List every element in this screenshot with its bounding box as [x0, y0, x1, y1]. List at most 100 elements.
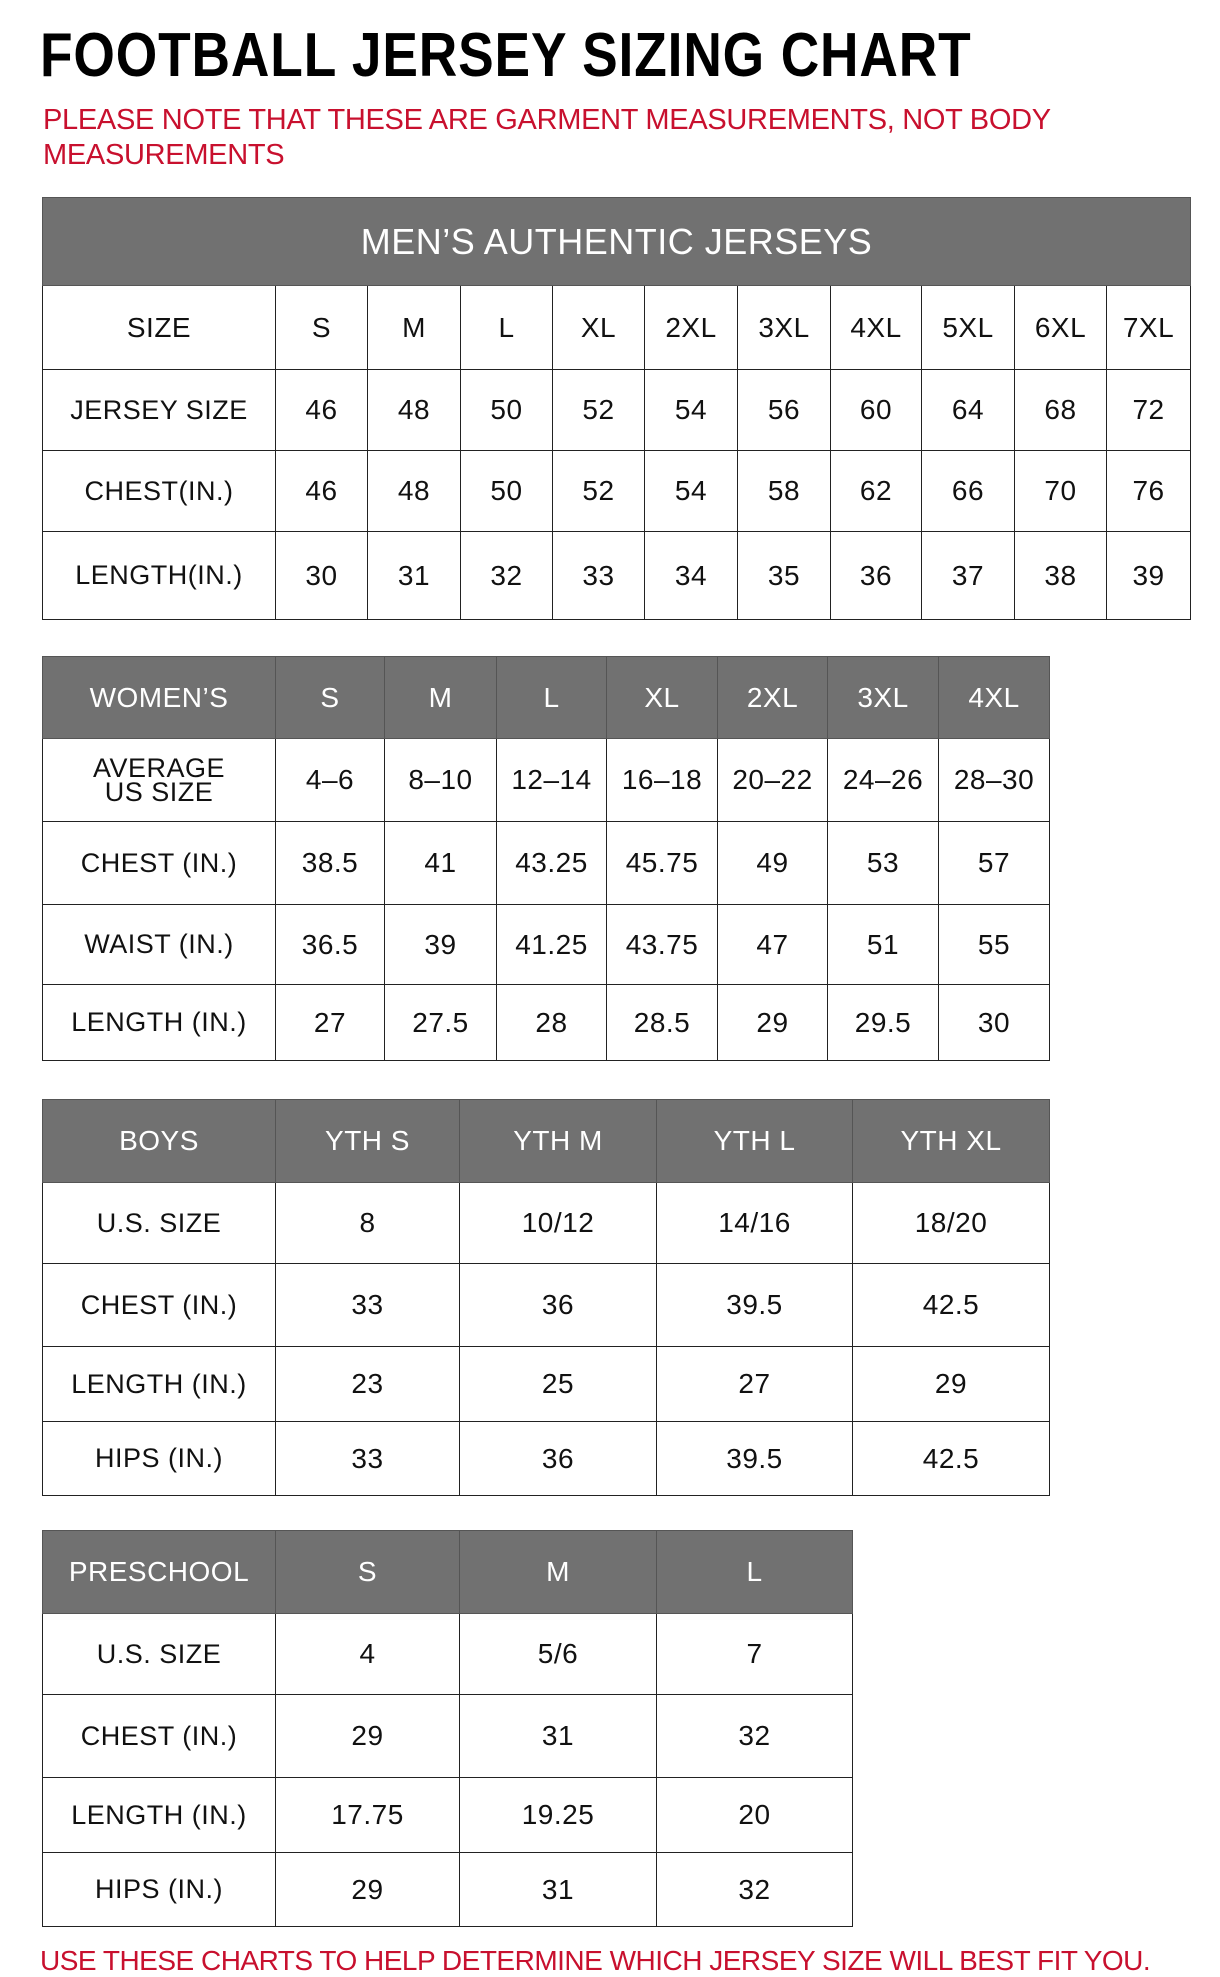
size-column-header: M: [367, 285, 461, 370]
measurement-cell: 52: [552, 369, 645, 451]
measurement-cell: 29: [852, 1346, 1050, 1422]
measurement-cell: 70: [1014, 450, 1107, 532]
measurement-cell: 32: [656, 1852, 853, 1927]
measurement-cell: 58: [737, 450, 831, 532]
size-column-header: M: [384, 656, 497, 739]
size-column-header: M: [459, 1530, 657, 1614]
table-row: CHEST(IN.) 46 48 50 52 54 58 62 66 70 76: [42, 450, 1192, 532]
measurement-cell: 38.5: [275, 821, 385, 905]
header-row: BOYS YTH S YTH M YTH L YTH XL: [42, 1099, 1050, 1183]
row-label: U.S. SIZE: [42, 1613, 276, 1695]
measurement-cell: 20–22: [717, 738, 828, 822]
header-row: WOMEN’S S M L XL 2XL 3XL 4XL: [42, 656, 1050, 739]
size-column-header: 5XL: [921, 285, 1015, 370]
measurement-cell: 32: [656, 1694, 853, 1778]
measurement-cell: 31: [367, 531, 461, 620]
measurement-cell: 31: [459, 1852, 657, 1927]
measurement-cell: 54: [644, 369, 738, 451]
table-row: LENGTH (IN.) 17.75 19.25 20: [42, 1777, 853, 1853]
measurement-cell: 41: [384, 821, 497, 905]
table-caption: MEN’S AUTHENTIC JERSEYS: [41, 197, 1192, 286]
row-label: HIPS (IN.): [42, 1852, 276, 1927]
measurement-cell: 27.5: [384, 984, 497, 1061]
measurement-cell: 32: [460, 531, 553, 620]
row-label-header: BOYS: [42, 1099, 276, 1183]
measurement-cell: 41.25: [496, 904, 607, 985]
measurement-cell: 36: [459, 1421, 657, 1496]
measurement-cell: 18/20: [852, 1182, 1050, 1264]
measurement-cell: 27: [656, 1346, 853, 1422]
measurement-cell: 39: [384, 904, 497, 985]
row-label-header: WOMEN’S: [42, 656, 276, 739]
size-column-header: S: [275, 1530, 460, 1614]
measurement-cell: 17.75: [275, 1777, 460, 1853]
table-row: LENGTH (IN.) 23 25 27 29: [42, 1346, 1050, 1422]
boys-size-table: BOYS YTH S YTH M YTH L YTH XL U.S. SIZE 8 10/12…: [42, 1099, 1050, 1496]
table-row: WAIST (IN.) 36.5 39 41.25 43.75 47 51 55: [42, 904, 1050, 985]
measurement-cell: 48: [367, 450, 461, 532]
measurement-cell: 10/12: [459, 1182, 657, 1264]
table-row: U.S. SIZE 4 5/6 7: [42, 1613, 853, 1695]
womens-size-table: WOMEN’S S M L XL 2XL 3XL 4XL AVERAGE US SIZE 4–6 8…: [42, 656, 1050, 1061]
row-label: WAIST (IN.): [42, 904, 276, 985]
size-column-header: 3XL: [827, 656, 939, 739]
table-row: CHEST (IN.) 29 31 32: [42, 1694, 853, 1778]
measurement-cell: 62: [830, 450, 922, 532]
measurement-cell: 57: [938, 821, 1050, 905]
row-label: JERSEY SIZE: [42, 369, 276, 451]
table-row: HIPS (IN.) 33 36 39.5 42.5: [42, 1421, 1050, 1496]
measurement-cell: 38: [1014, 531, 1107, 620]
footer-note: USE THESE CHARTS TO HELP DETERMINE WHICH…: [40, 1945, 1151, 1976]
measurement-cell: 23: [275, 1346, 460, 1422]
size-column-header: 4XL: [830, 285, 922, 370]
row-label: LENGTH (IN.): [42, 1777, 276, 1853]
measurement-cell: 25: [459, 1346, 657, 1422]
preschool-size-table: PRESCHOOL S M L U.S. SIZE 4 5/6 7 CHEST (IN.) 29 3…: [42, 1530, 853, 1927]
measurement-cell: 51: [827, 904, 939, 985]
measurement-cell: 33: [275, 1421, 460, 1496]
measurement-cell: 8: [275, 1182, 460, 1264]
measurement-cell: 35: [737, 531, 831, 620]
measurement-cell: 8–10: [384, 738, 497, 822]
measurement-cell: 14/16: [656, 1182, 853, 1264]
row-label-header: SIZE: [42, 285, 276, 370]
size-column-header: L: [496, 656, 607, 739]
measurement-cell: 29: [717, 984, 828, 1061]
table-row: JERSEY SIZE 46 48 50 52 54 56 60 64 68 72: [42, 369, 1192, 451]
size-column-header: YTH L: [656, 1099, 853, 1183]
measurement-cell: 28.5: [606, 984, 718, 1061]
garment-note: PLEASE NOTE THAT THESE ARE GARMENT MEASU…: [43, 104, 1051, 171]
measurement-cell: 43.75: [606, 904, 718, 985]
measurement-cell: 47: [717, 904, 828, 985]
table-row: AVERAGE US SIZE 4–6 8–10 12–14 16–18 20–22 24–…: [42, 738, 1050, 822]
table-row: CHEST (IN.) 38.5 41 43.25 45.75 49 53 57: [42, 821, 1050, 905]
measurement-cell: 55: [938, 904, 1050, 985]
header-row: PRESCHOOL S M L: [42, 1530, 853, 1614]
measurement-cell: 34: [644, 531, 738, 620]
measurement-cell: 46: [275, 369, 368, 451]
row-label: LENGTH(IN.): [42, 531, 276, 620]
measurement-cell: 56: [737, 369, 831, 451]
size-column-header: S: [275, 285, 368, 370]
measurement-cell: 12–14: [496, 738, 607, 822]
measurement-cell: 36: [830, 531, 922, 620]
table-row: LENGTH(IN.) 30 31 32 33 34 35 36 37 38 39: [42, 531, 1192, 620]
measurement-cell: 50: [460, 369, 553, 451]
measurement-cell: 7: [656, 1613, 853, 1695]
measurement-cell: 28–30: [938, 738, 1050, 822]
measurement-cell: 60: [830, 369, 922, 451]
measurement-cell: 36: [459, 1263, 657, 1347]
size-column-header: L: [656, 1530, 853, 1614]
measurement-cell: 29.5: [827, 984, 939, 1061]
row-label: U.S. SIZE: [42, 1182, 276, 1264]
measurement-cell: 31: [459, 1694, 657, 1778]
measurement-cell: 64: [921, 369, 1015, 451]
row-label: HIPS (IN.): [42, 1421, 276, 1496]
measurement-cell: 33: [275, 1263, 460, 1347]
size-column-header: 4XL: [938, 656, 1050, 739]
size-column-header: XL: [552, 285, 645, 370]
size-column-header: 2XL: [644, 285, 738, 370]
row-label: CHEST (IN.): [42, 1694, 276, 1778]
row-label: CHEST(IN.): [42, 450, 276, 532]
measurement-cell: 72: [1105, 369, 1192, 451]
